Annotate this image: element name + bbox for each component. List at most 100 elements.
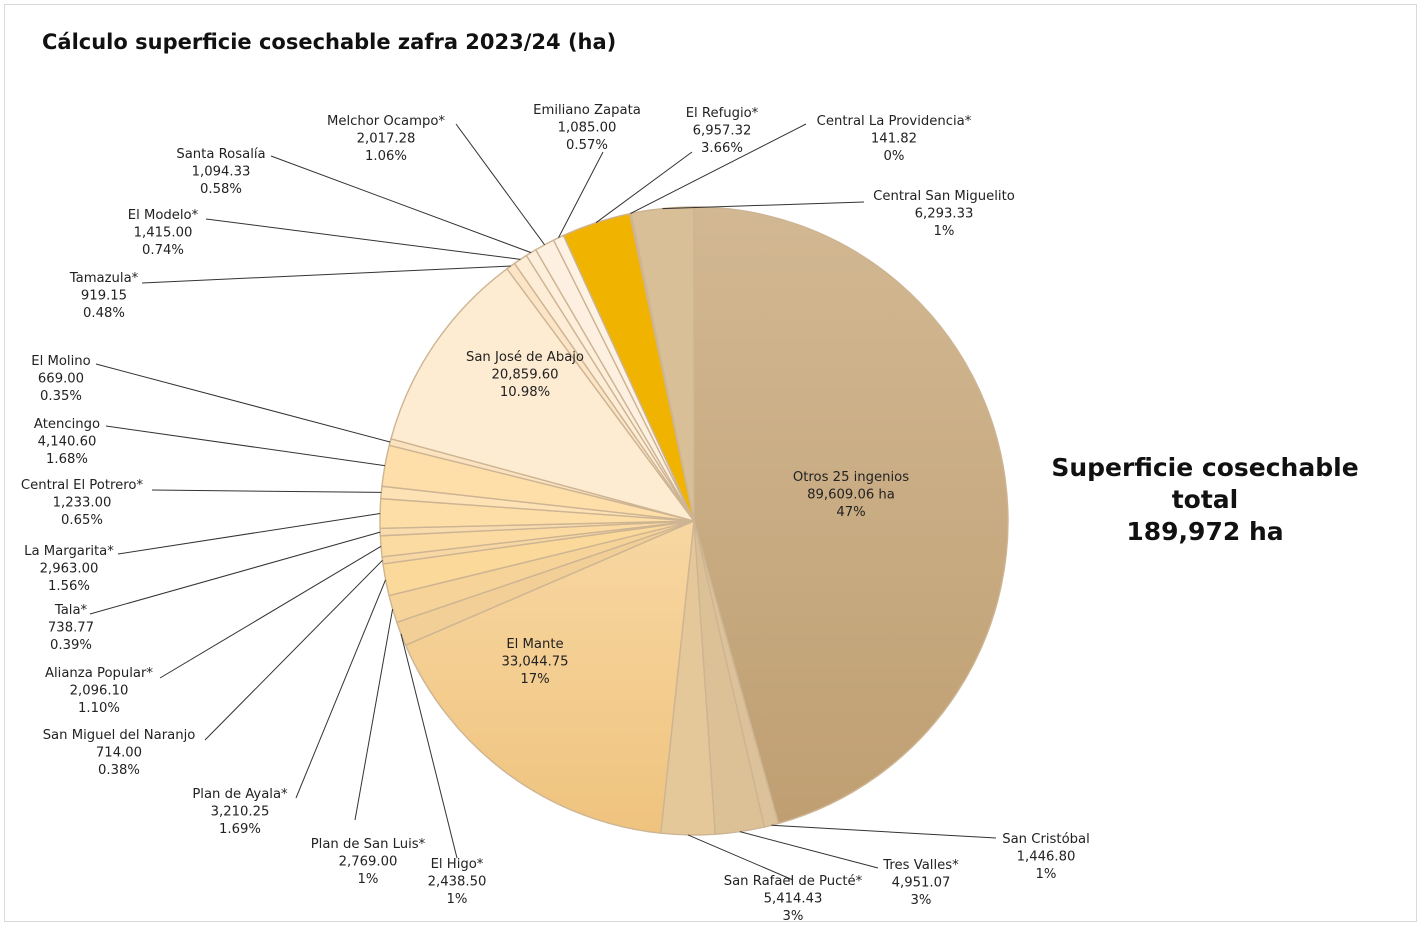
data-label-central-el-potrero-pct: 0.65% [61, 513, 103, 528]
leader-line-el-modelo [205, 218, 521, 260]
data-label-el-refugio-name: El Refugio* [686, 106, 759, 121]
data-label-plan-de-ayala-pct: 1.69% [219, 822, 261, 837]
data-label-san-jose-de-abajo-pct: 10.98% [500, 385, 550, 400]
data-label-tala-value: 738.77 [48, 621, 94, 636]
data-label-plan-de-san-luis-pct: 1% [358, 872, 379, 887]
leader-line-central-san-miguelito [662, 201, 865, 210]
leader-line-la-margarita [117, 512, 381, 555]
pie-slice-el-mante [404, 519, 695, 835]
data-label-santa-rosalia-name: Santa Rosalía [176, 146, 265, 162]
total-line-1: Superficie cosechable [1051, 453, 1359, 482]
data-label-central-san-miguelito-value: 6,293.33 [915, 207, 974, 222]
data-label-san-miguel-del-naranjo-name: San Miguel del Naranjo [43, 728, 196, 743]
data-label-la-margarita-value: 2,963.00 [40, 562, 99, 577]
leader-line-melchor-ocampo [455, 123, 546, 246]
data-label-san-rafael-de-pucte-name: San Rafael de Pucté* [724, 873, 863, 889]
leader-line-emiliano-zapata [558, 151, 604, 238]
pie-slice-san-jose-de-abajo [390, 267, 696, 523]
leader-line-central-el-potrero [151, 489, 382, 493]
data-label-tres-valles-value: 4,951.07 [892, 876, 951, 891]
data-label-plan-de-ayala-name: Plan de Ayala* [192, 787, 288, 802]
data-label-el-molino-name: El Molino [31, 354, 90, 369]
data-label-san-miguel-del-naranjo-value: 714.00 [96, 746, 142, 761]
leader-line-tamazula [141, 265, 511, 284]
data-label-el-higo-value: 2,438.50 [428, 875, 487, 890]
leader-line-el-higo [400, 633, 458, 859]
data-label-plan-de-ayala-value: 3,210.25 [211, 805, 270, 820]
data-label-el-modelo-name: El Modelo* [128, 208, 199, 223]
leader-line-san-cristobal [771, 824, 997, 839]
data-label-otros-25-ingenios-name: Otros 25 ingenios [793, 470, 909, 485]
leader-line-santa-rosalia [270, 155, 532, 254]
data-label-el-molino-value: 669.00 [38, 372, 84, 387]
data-label-el-higo-pct: 1% [447, 892, 468, 907]
data-label-san-cristobal-name: San Cristóbal [1002, 831, 1090, 847]
data-label-san-rafael-de-pucte-pct: 3% [783, 909, 804, 924]
data-label-san-cristobal-value: 1,446.80 [1017, 850, 1076, 865]
data-label-alianza-popular-name: Alianza Popular* [45, 666, 153, 681]
data-label-atencingo-name: Atencingo [34, 417, 100, 432]
data-label-la-margarita-pct: 1.56% [48, 579, 90, 594]
data-label-plan-de-san-luis-value: 2,769.00 [339, 855, 398, 870]
data-label-central-san-miguelito-name: Central San Miguelito [873, 189, 1015, 204]
data-label-central-el-potrero-name: Central El Potrero* [21, 478, 144, 493]
data-label-central-la-providencia-name: Central La Providencia* [817, 114, 972, 129]
pie-slice-otros-25-ingenios [693, 206, 1009, 825]
leader-line-plan-de-san-luis [354, 608, 394, 821]
data-label-central-san-miguelito-pct: 1% [934, 224, 955, 239]
leader-line-alianza-popular [159, 545, 382, 679]
data-label-santa-rosalia-pct: 0.58% [200, 182, 242, 197]
data-label-alianza-popular-pct: 1.10% [78, 701, 120, 716]
data-label-melchor-ocampo-pct: 1.06% [365, 149, 407, 164]
data-label-santa-rosalia-value: 1,094.33 [192, 165, 251, 180]
data-label-tres-valles-name: Tres Valles* [882, 858, 959, 873]
data-label-emiliano-zapata-value: 1,085.00 [558, 121, 617, 136]
data-label-central-la-providencia-pct: 0% [884, 149, 905, 164]
total-callout: Superficie cosechable total 189,972 ha [1035, 452, 1375, 548]
data-label-el-modelo-pct: 0.74% [142, 243, 184, 258]
data-label-san-rafael-de-pucte-value: 5,414.43 [764, 892, 823, 907]
leader-line-central-la-providencia [630, 123, 807, 214]
data-label-tamazula-name: Tamazula* [69, 271, 139, 286]
data-label-otros-25-ingenios-pct: 47% [836, 505, 865, 520]
chart-title: Cálculo superficie cosechable zafra 2023… [42, 30, 617, 54]
data-label-central-el-potrero-value: 1,233.00 [53, 496, 112, 511]
total-line-2: total [1171, 485, 1239, 514]
leader-line-atencingo [105, 425, 385, 467]
data-label-san-miguel-del-naranjo-pct: 0.38% [98, 763, 140, 778]
data-label-el-molino-pct: 0.35% [40, 389, 82, 404]
data-label-central-la-providencia-value: 141.82 [871, 132, 917, 147]
data-label-tamazula-pct: 0.48% [83, 306, 125, 321]
data-label-tres-valles-pct: 3% [911, 893, 932, 908]
leader-line-tres-valles [739, 831, 879, 869]
data-label-alianza-popular-value: 2,096.10 [70, 684, 129, 699]
data-label-el-higo-name: El Higo* [431, 857, 484, 872]
data-label-el-modelo-value: 1,415.00 [134, 226, 193, 241]
data-label-el-mante-value: 33,044.75 [501, 655, 568, 670]
data-label-el-mante-pct: 17% [520, 672, 549, 687]
data-label-atencingo-pct: 1.68% [46, 452, 88, 467]
data-label-emiliano-zapata-name: Emiliano Zapata [533, 103, 641, 118]
leader-line-san-rafael-de-pucte [687, 834, 794, 881]
data-label-san-jose-de-abajo-name: San José de Abajo [466, 349, 584, 365]
data-label-el-mante-name: El Mante [506, 637, 563, 652]
data-label-emiliano-zapata-pct: 0.57% [566, 138, 608, 153]
data-label-tala-pct: 0.39% [50, 638, 92, 653]
data-label-melchor-ocampo-name: Melchor Ocampo* [327, 114, 445, 129]
data-label-san-jose-de-abajo-value: 20,859.60 [491, 368, 558, 383]
data-label-melchor-ocampo-value: 2,017.28 [357, 132, 416, 147]
data-label-atencingo-value: 4,140.60 [38, 435, 97, 450]
leader-line-el-refugio [595, 151, 693, 224]
data-label-tamazula-value: 919.15 [81, 289, 127, 304]
total-line-3: 189,972 ha [1126, 517, 1284, 546]
data-label-el-refugio-value: 6,957.32 [693, 124, 752, 139]
data-label-otros-25-ingenios-value: 89,609.06 ha [807, 488, 895, 503]
data-label-san-cristobal-pct: 1% [1036, 867, 1057, 882]
data-label-tala-name: Tala* [54, 603, 88, 618]
leader-line-plan-de-ayala [295, 579, 387, 799]
leader-line-el-molino [95, 363, 391, 443]
leader-line-tala [89, 531, 381, 615]
data-label-el-refugio-pct: 3.66% [701, 141, 743, 156]
leader-line-san-miguel-del-naranjo [204, 560, 383, 741]
